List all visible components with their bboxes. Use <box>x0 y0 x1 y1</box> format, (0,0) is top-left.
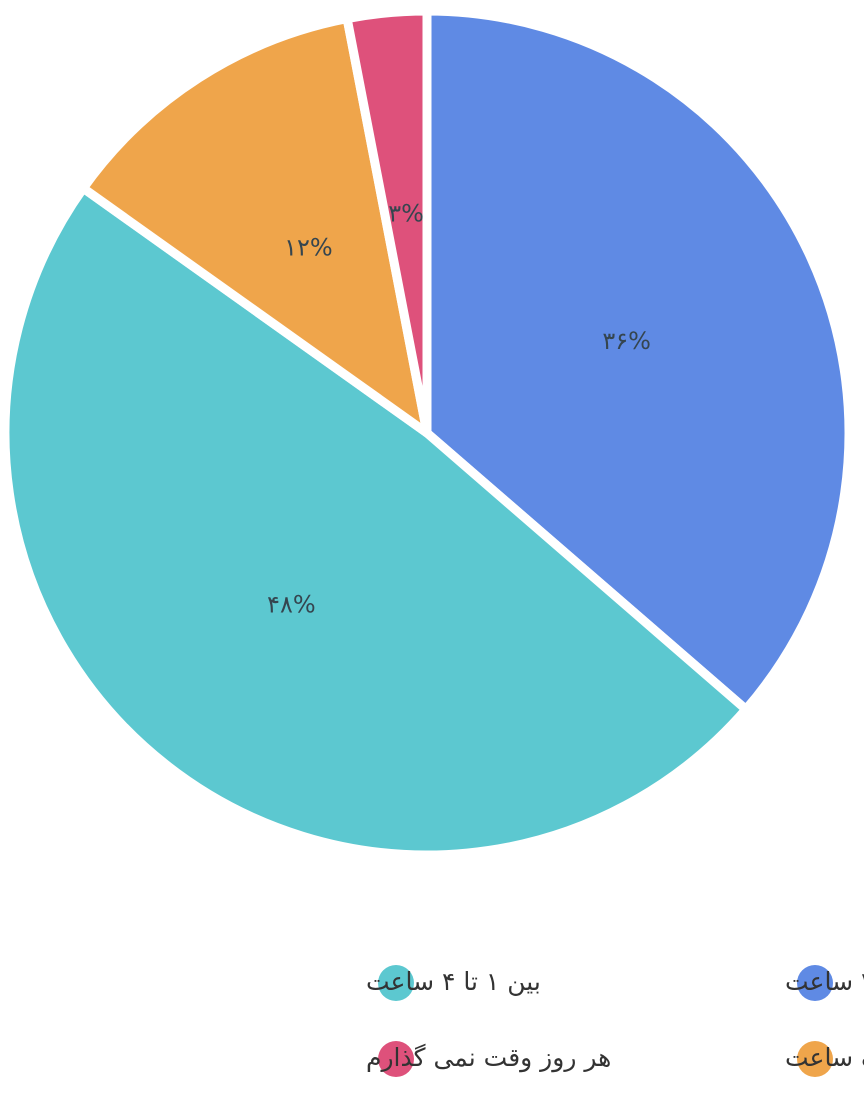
value-label: ۳۶% <box>602 327 651 355</box>
pie-slice <box>342 6 432 438</box>
legend-label: کمتر از یک ساعت <box>785 1043 864 1072</box>
legend-label: بیش از ۴ ساعت <box>785 967 864 996</box>
legend-label: هر روز وقت نمی گذارم <box>366 1043 611 1073</box>
legend-marker <box>797 965 833 1001</box>
value-label: ۳% <box>388 200 424 228</box>
legend-marker <box>797 1041 833 1077</box>
pie-slice <box>78 14 432 438</box>
legend-label: بین ۱ تا ۴ ساعت <box>366 967 541 996</box>
legend-marker <box>378 965 414 1001</box>
pie-slice <box>422 6 854 714</box>
pie-slice <box>0 183 751 860</box>
legend-marker <box>378 1041 414 1077</box>
value-label: ۱۲% <box>284 233 333 261</box>
value-label: ۴۸% <box>267 590 316 618</box>
